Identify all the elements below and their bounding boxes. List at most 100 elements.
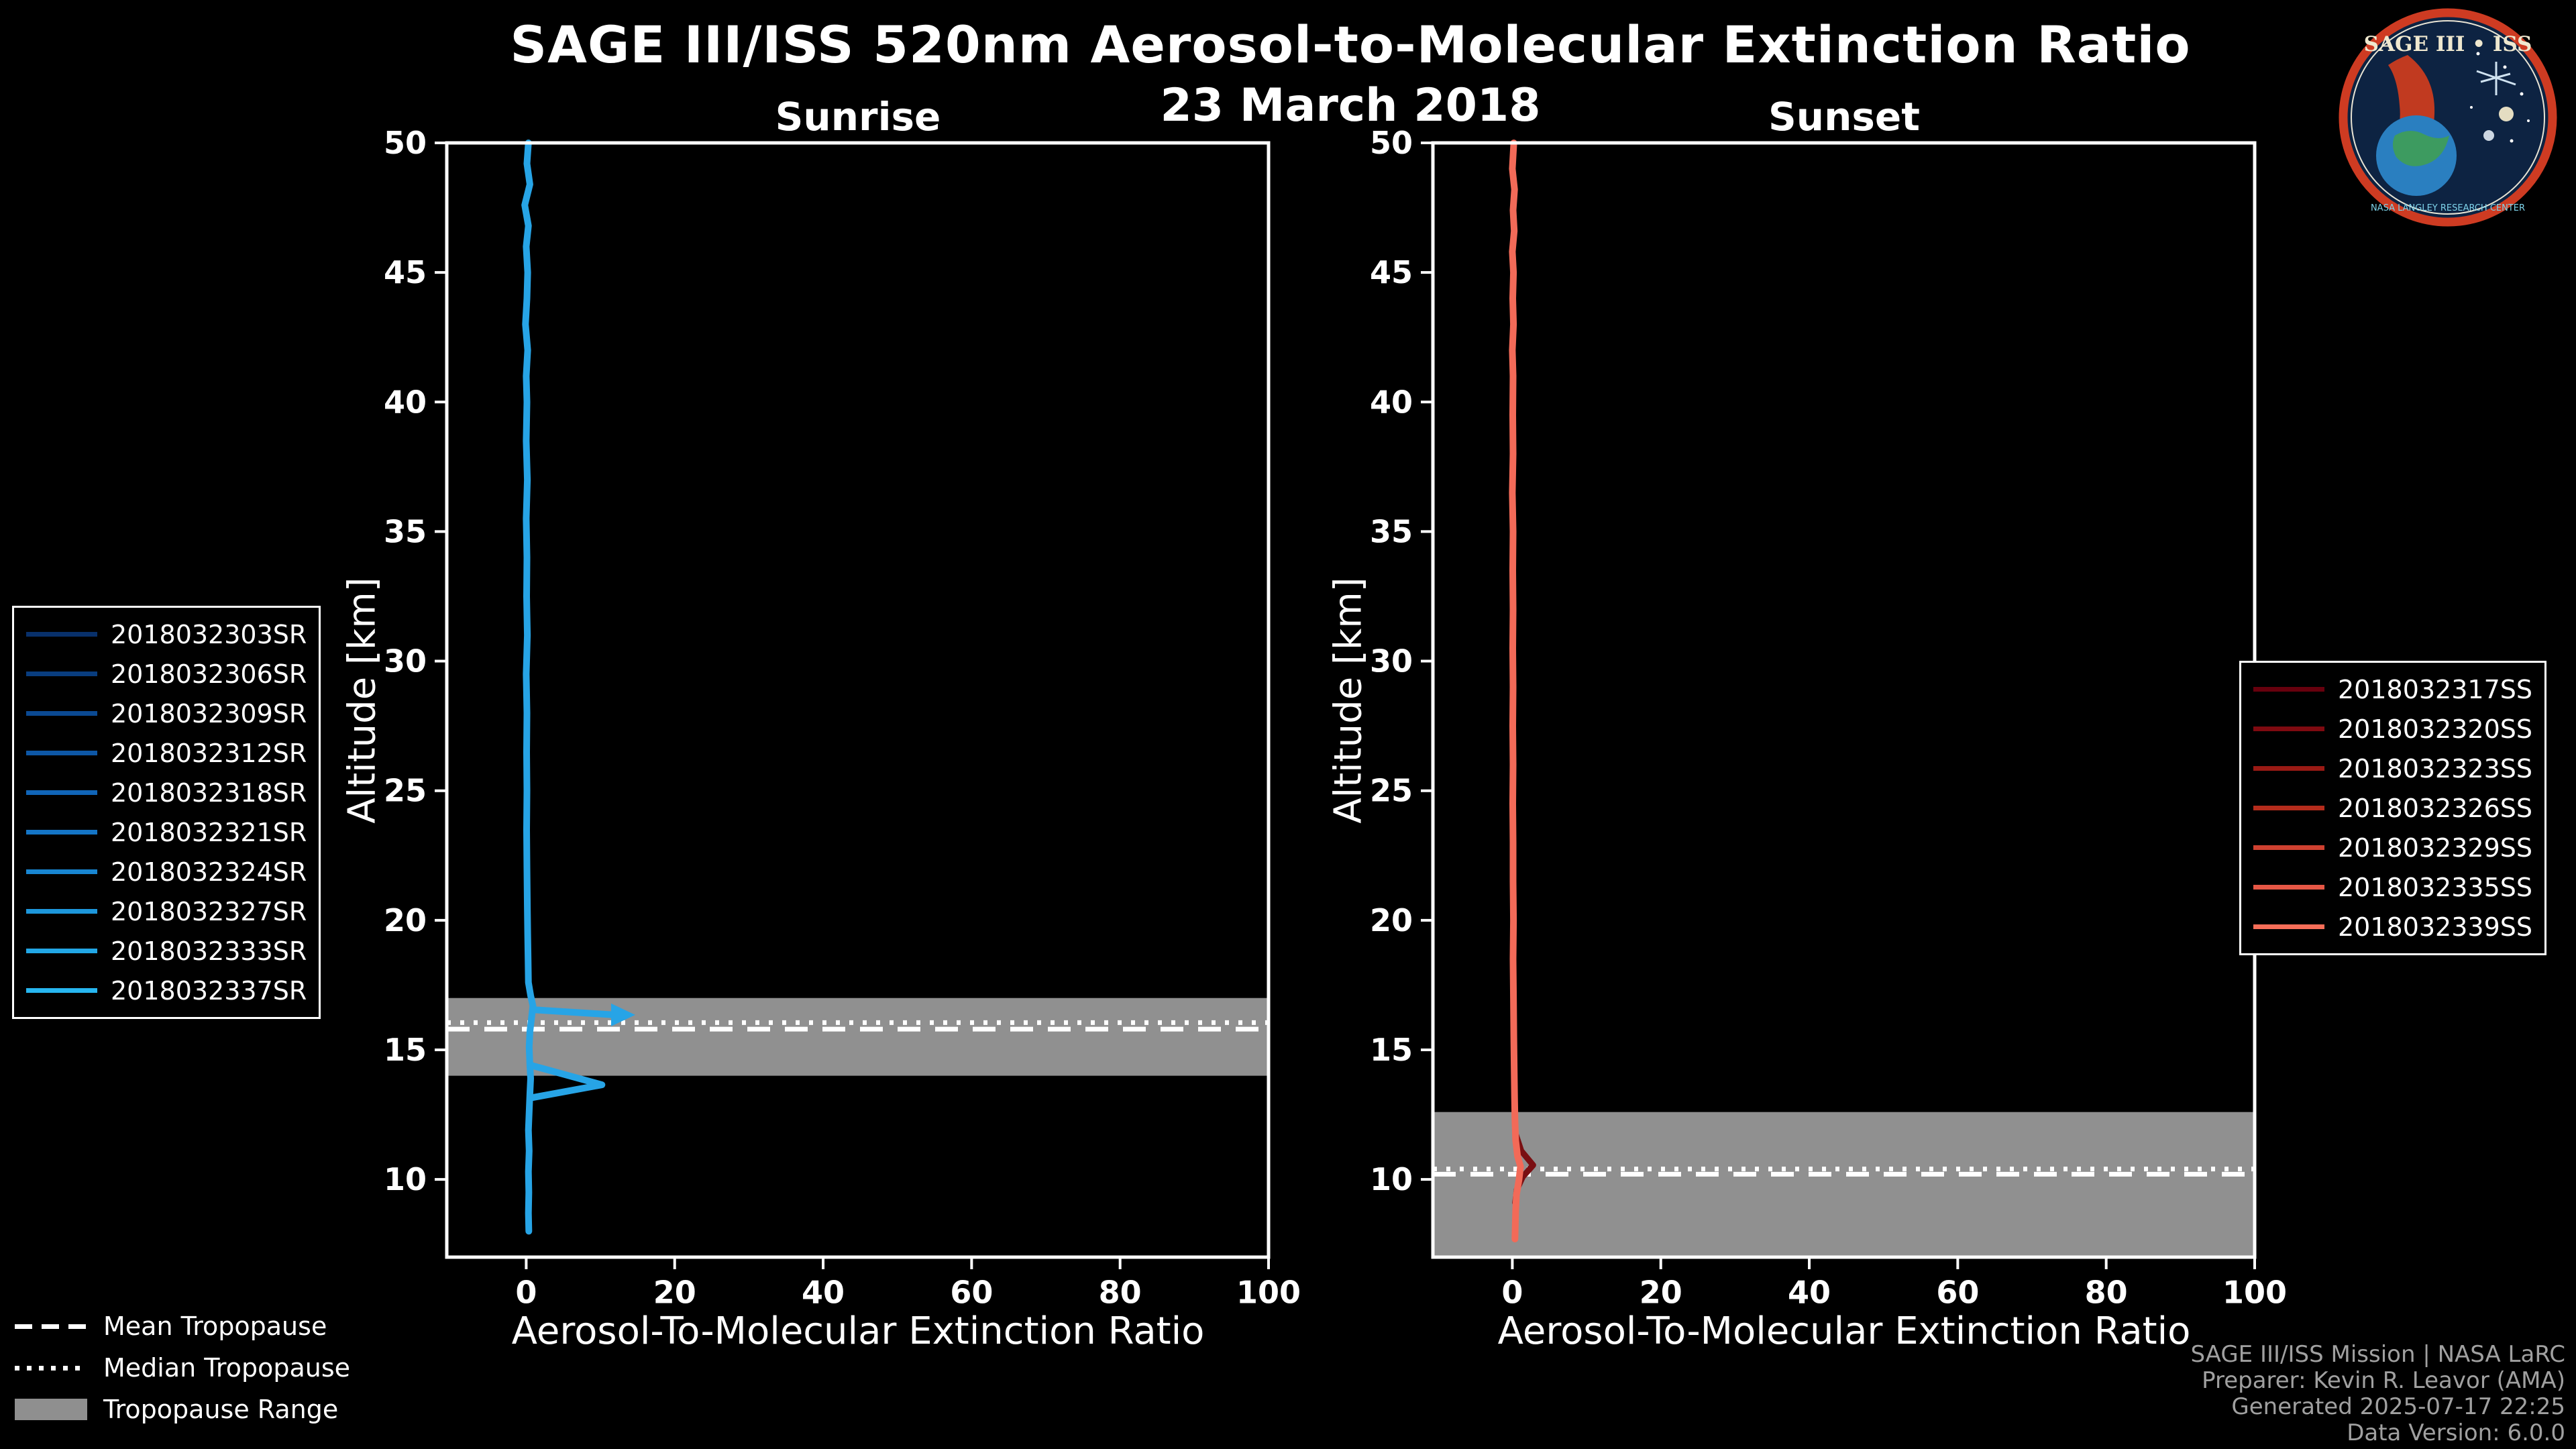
logo-moon <box>2499 107 2514 121</box>
legend-line-sample <box>2253 766 2324 771</box>
median-tropopause-legend-item: Median Tropopause <box>15 1347 350 1389</box>
legend-line-sample <box>26 751 97 755</box>
dashed-line-sample <box>15 1324 87 1329</box>
logo-stars <box>2470 52 2530 143</box>
dotted-line-sample <box>15 1365 87 1371</box>
legend-item-label: 2018032318SR <box>111 777 307 808</box>
figure-title: SAGE III/ISS 520nm Aerosol-to-Molecular … <box>510 15 2191 74</box>
mean-tropopause-legend-item: Mean Tropopause <box>15 1305 350 1347</box>
sunset-panel-title: Sunset <box>1768 94 1920 140</box>
credit-preparer: Preparer: Kevin R. Leavor (AMA) <box>2202 1367 2565 1394</box>
logo-iss <box>2476 62 2516 95</box>
y-tick-label: 15 <box>1370 1032 1413 1068</box>
gray-patch-sample <box>15 1399 87 1420</box>
x-tick-label: 60 <box>950 1274 993 1310</box>
legend-item-label: 2018032317SS <box>2337 674 2532 704</box>
x-tick-label: 40 <box>802 1274 845 1310</box>
y-tick-label: 15 <box>384 1032 427 1068</box>
legend-item-label: 2018032339SS <box>2337 912 2532 942</box>
sunset-panel: 0 20 40 60 80 100 10 15 20 25 30 35 40 45 50 <box>1370 125 2287 1310</box>
legend-line-sample <box>26 988 97 993</box>
legend-item: 2018032309SR <box>26 694 307 733</box>
tropopause-range-legend-item: Tropopause Range <box>15 1389 350 1430</box>
y-tick-label: 20 <box>1370 902 1413 938</box>
legend-line-sample <box>26 711 97 716</box>
legend-item: 2018032335SS <box>2253 867 2532 907</box>
legend-line-sample <box>2253 924 2324 929</box>
legend-item-label: 2018032320SS <box>2337 714 2532 744</box>
legend-item: 2018032306SR <box>26 654 307 694</box>
legend-item: 2018032333SR <box>26 931 307 971</box>
logo-footer: NASA LANGLEY RESEARCH CENTER <box>2371 203 2525 213</box>
legend-item: 2018032312SR <box>26 733 307 773</box>
sunset-y-axis-label: Altitude [km] <box>1326 577 1371 824</box>
legend-line-sample <box>26 790 97 795</box>
legend-item: 2018032318SR <box>26 773 307 812</box>
legend-item-label: 2018032337SR <box>111 975 307 1006</box>
legend-item-label: 2018032323SS <box>2337 753 2532 784</box>
sunset-legend: 2018032317SS 2018032320SS 2018032323SS 2018… <box>2239 661 2546 955</box>
y-tick-label: 30 <box>384 643 427 680</box>
sunrise-profile <box>521 140 537 1235</box>
x-tick-label: 100 <box>1236 1274 1301 1310</box>
logo-inner-ring <box>2351 20 2545 215</box>
y-tick-label: 45 <box>1370 254 1413 290</box>
legend-item: 2018032323SS <box>2253 749 2532 788</box>
mean-tropopause-label: Mean Tropopause <box>103 1311 327 1341</box>
legend-line-sample <box>2253 885 2324 890</box>
legend-item-label: 2018032329SS <box>2337 833 2532 863</box>
legend-item: 2018032324SR <box>26 852 307 892</box>
y-tick-label: 40 <box>384 384 427 420</box>
y-tick-label: 10 <box>384 1161 427 1197</box>
legend-item-label: 2018032306SR <box>111 659 307 689</box>
tropopause-range-band <box>1433 1112 2255 1257</box>
legend-line-sample <box>26 909 97 914</box>
legend-item: 2018032339SS <box>2253 907 2532 947</box>
legend-item: 2018032321SR <box>26 812 307 852</box>
legend-item: 2018032303SR <box>26 614 307 654</box>
x-tick-label: 20 <box>1640 1274 1682 1310</box>
legend-item: 2018032317SS <box>2253 669 2532 709</box>
legend-line-sample <box>26 632 97 637</box>
y-tick-label: 10 <box>1370 1161 1413 1197</box>
y-tick-label: 25 <box>1370 773 1413 809</box>
credits: SAGE III/ISS Mission | NASA LaRC Prepare… <box>2190 1342 2565 1446</box>
credit-generated: Generated 2025-07-17 22:25 <box>2231 1393 2565 1420</box>
x-tick-label: 100 <box>2222 1274 2287 1310</box>
legend-item-label: 2018032303SR <box>111 619 307 649</box>
x-tick-label: 0 <box>1501 1274 1523 1310</box>
legend-item: 2018032327SR <box>26 892 307 931</box>
axes-frame <box>445 141 1271 1259</box>
legend-item-label: 2018032326SS <box>2337 793 2532 823</box>
sunrise-panel: 0 20 40 60 80 100 10 15 20 25 30 35 40 45 50 <box>384 125 1301 1310</box>
sunrise-spike-chevron <box>528 1062 606 1102</box>
x-tick-label: 60 <box>1936 1274 1979 1310</box>
legend-line-sample <box>26 830 97 835</box>
legend-item-label: 2018032335SS <box>2337 872 2532 902</box>
x-tick-label: 40 <box>1788 1274 1831 1310</box>
x-tick-label: 80 <box>1099 1274 1142 1310</box>
y-tick-label: 40 <box>1370 384 1413 420</box>
tropopause-range-label: Tropopause Range <box>103 1395 339 1424</box>
figure-date: 23 March 2018 <box>1160 79 1541 132</box>
legend-item-label: 2018032312SR <box>111 738 307 768</box>
y-tick-label: 35 <box>384 513 427 549</box>
y-tick-label: 50 <box>384 125 427 161</box>
y-tick-label: 25 <box>384 773 427 809</box>
x-tick-label: 0 <box>515 1274 537 1310</box>
legend-item-label: 2018032321SR <box>111 817 307 847</box>
y-tick-label: 35 <box>1370 513 1413 549</box>
legend-item: 2018032337SR <box>26 971 307 1010</box>
legend-line-sample <box>26 672 97 676</box>
sunrise-spike-arrow <box>529 1006 617 1018</box>
median-tropopause-label: Median Tropopause <box>103 1353 350 1383</box>
legend-item: 2018032329SS <box>2253 828 2532 867</box>
legend-item-label: 2018032309SR <box>111 698 307 729</box>
legend-line-sample <box>26 869 97 874</box>
legend-line-sample <box>2253 845 2324 850</box>
sunset-profile <box>1509 140 1524 1242</box>
legend-item: 2018032326SS <box>2253 788 2532 828</box>
y-tick-label: 30 <box>1370 643 1413 680</box>
